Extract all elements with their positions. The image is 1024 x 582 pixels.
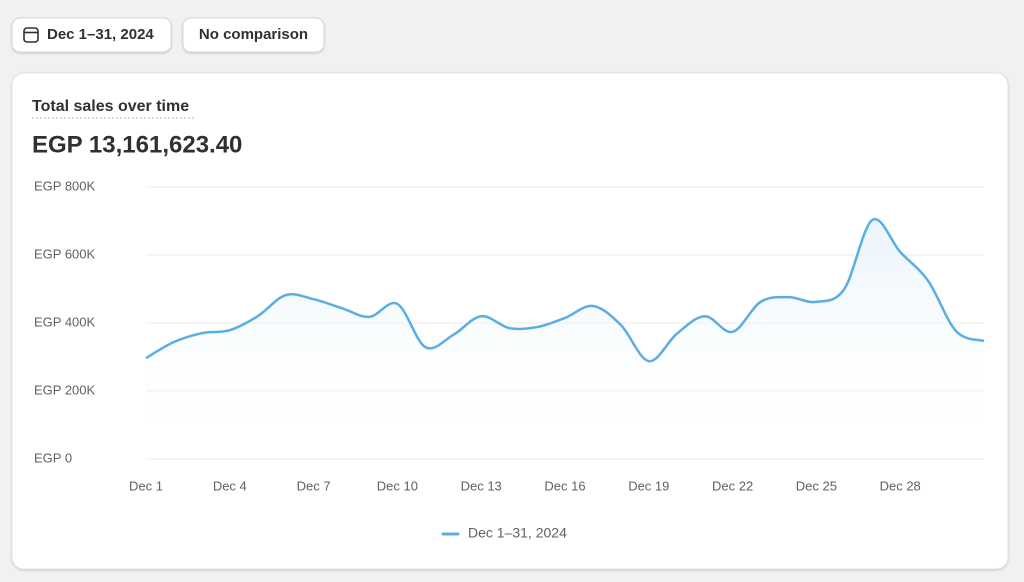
area — [146, 219, 984, 459]
y-tick-label: EGP 200K — [34, 382, 96, 397]
button-bg[interactable] — [182, 17, 325, 53]
x-tick-label: Dec 28 — [880, 478, 921, 493]
x-tick-label: Dec 16 — [544, 478, 585, 493]
y-tick-label: EGP 400K — [34, 314, 96, 329]
y-tick-label: EGP 0 — [34, 450, 72, 465]
button-bg[interactable] — [11, 17, 172, 53]
x-tick-label: Dec 25 — [796, 478, 837, 493]
x-tick-label: Dec 22 — [712, 478, 753, 493]
chart-title[interactable]: Total sales over time — [32, 98, 189, 115]
date-button[interactable]: Dec 1–31, 2024 — [11, 17, 172, 53]
x-tick-label: Dec 7 — [297, 478, 331, 493]
y-tick-label: EGP 600K — [34, 246, 96, 261]
plot: EGP 0 EGP 200K EGP 400K EGP 600K EGP 800K Dec… — [34, 178, 985, 541]
x-tick-label: Dec 4 — [213, 478, 247, 493]
legend-label: Dec 1–31, 2024 — [468, 525, 567, 541]
comparison[interactable]: No comparison — [199, 26, 308, 43]
x-tick-label: Dec 10 — [377, 478, 418, 493]
x-tick-label: Dec 1 — [129, 478, 163, 493]
date-range[interactable]: Dec 1–31, 2024 — [47, 26, 154, 43]
x-tick-label: Dec 19 — [628, 478, 669, 493]
comparison-button[interactable]: No comparison — [182, 17, 325, 53]
calendar-icon — [23, 27, 39, 43]
line — [145, 217, 985, 363]
total-value: EGP 13,161,623.40 — [32, 131, 242, 158]
x-tick-label: Dec 13 — [461, 478, 502, 493]
y-tick-label: EGP 800K — [34, 178, 96, 193]
